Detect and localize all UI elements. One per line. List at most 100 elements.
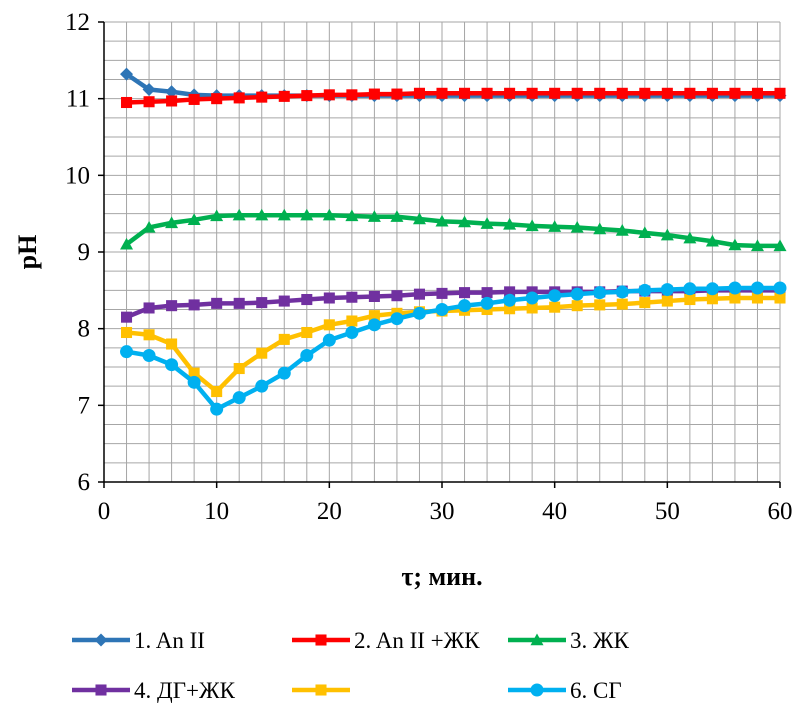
data-point <box>729 87 741 99</box>
legend-item: 1. An II <box>72 628 205 653</box>
y-axis-title: pH <box>13 235 42 270</box>
data-point <box>120 345 134 359</box>
data-point <box>256 91 268 103</box>
legend-marker <box>315 684 327 696</box>
data-point <box>322 208 336 221</box>
data-point <box>301 294 313 306</box>
data-point <box>346 89 358 101</box>
data-point <box>413 288 425 300</box>
data-point <box>256 297 268 309</box>
legend-label: 6. СГ <box>570 678 622 703</box>
data-point <box>549 87 561 99</box>
data-point <box>143 96 155 108</box>
data-point <box>277 208 291 221</box>
data-point <box>773 281 787 295</box>
data-point <box>255 208 269 221</box>
data-point <box>322 333 336 347</box>
data-point <box>615 224 629 236</box>
data-point <box>346 315 358 327</box>
data-point <box>436 287 448 299</box>
series-line <box>125 212 780 249</box>
data-point <box>570 287 584 301</box>
series-line <box>125 288 780 320</box>
data-point <box>278 333 290 345</box>
legend-marker <box>530 683 544 697</box>
data-point <box>504 87 516 99</box>
data-point <box>593 222 607 235</box>
data-point <box>187 213 201 225</box>
data-point <box>142 349 156 362</box>
data-point <box>120 67 134 81</box>
data-point <box>412 212 426 225</box>
data-point <box>639 297 651 309</box>
data-point <box>143 302 155 314</box>
data-point <box>188 93 200 105</box>
y-tick-label: 8 <box>78 316 91 343</box>
data-point <box>120 237 134 250</box>
data-point <box>166 300 178 312</box>
data-point <box>774 87 786 99</box>
y-tick-label: 12 <box>65 9 90 36</box>
data-point <box>278 90 290 102</box>
data-point <box>368 88 380 100</box>
data-point <box>526 302 538 314</box>
data-point <box>210 209 224 222</box>
data-point <box>525 219 539 232</box>
data-point <box>187 375 201 389</box>
x-tick-label: 40 <box>542 498 567 525</box>
data-point <box>233 363 245 375</box>
legend-marker <box>315 634 327 646</box>
data-point <box>638 226 652 239</box>
data-point <box>639 87 651 99</box>
data-point <box>435 214 449 227</box>
data-point <box>660 283 674 297</box>
x-tick-label: 60 <box>768 498 793 525</box>
data-point <box>188 299 200 311</box>
data-point <box>571 87 583 99</box>
data-point <box>593 286 607 300</box>
data-point <box>346 291 358 303</box>
data-point <box>323 319 335 331</box>
data-point <box>705 282 719 296</box>
data-point <box>142 82 156 96</box>
data-point <box>504 286 516 298</box>
data-point <box>278 295 290 307</box>
data-point <box>751 292 763 304</box>
series-line <box>126 295 780 394</box>
series-6 <box>120 281 787 416</box>
data-point <box>661 295 673 307</box>
legend-item: 2. An II +ЖК <box>292 628 480 653</box>
legend-label: 4. ДГ+ЖК <box>134 678 236 703</box>
data-point <box>570 220 584 233</box>
data-point <box>345 326 359 339</box>
data-point <box>661 87 673 99</box>
data-point <box>481 87 493 99</box>
data-point <box>211 297 223 309</box>
data-point <box>367 318 381 332</box>
data-point <box>211 386 223 398</box>
data-point <box>459 87 471 99</box>
legend-label: 3. ЖК <box>570 628 630 653</box>
y-tick-label: 6 <box>78 469 91 496</box>
y-tick-label: 9 <box>78 239 91 266</box>
data-point <box>504 303 516 315</box>
data-point <box>121 311 133 323</box>
data-point <box>391 290 403 302</box>
data-point <box>345 209 359 222</box>
data-point <box>683 282 697 296</box>
legend-item: 6. СГ <box>508 678 622 703</box>
data-point <box>526 87 538 99</box>
data-point <box>683 231 697 244</box>
tick-labels: 0 10 20 30 40 50 60 6 7 8 9 10 11 12 <box>65 9 793 525</box>
data-point <box>300 349 314 362</box>
legend-item <box>292 684 350 696</box>
data-point <box>255 379 269 393</box>
data-point <box>436 87 448 99</box>
data-point <box>211 93 223 105</box>
x-tick-label: 10 <box>204 498 229 525</box>
data-point <box>277 366 291 380</box>
data-point <box>728 238 742 251</box>
data-point <box>121 326 133 339</box>
data-point <box>660 228 674 241</box>
data-point <box>300 208 314 221</box>
